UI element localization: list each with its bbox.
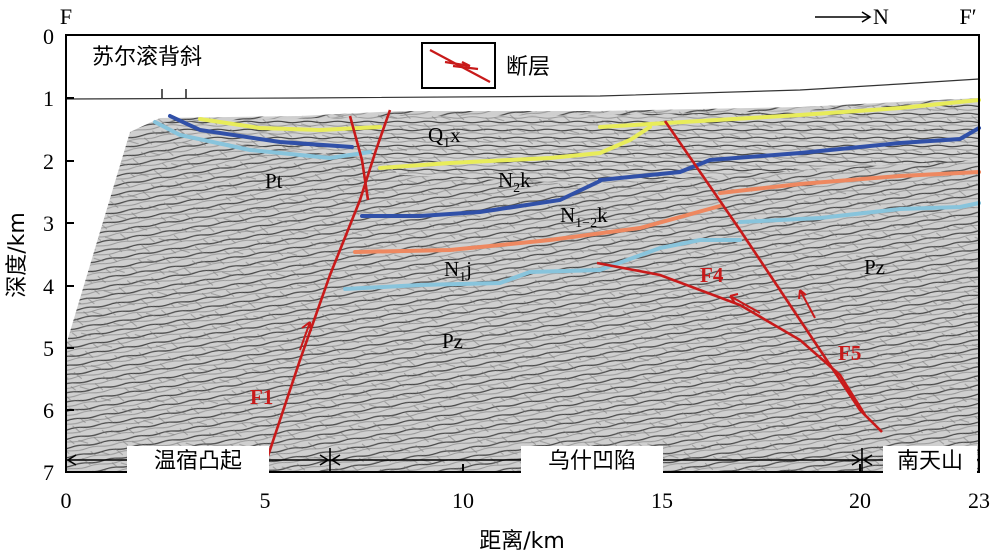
unit-label-n1j: N1j: [444, 257, 472, 285]
fault-f1-splay: [348, 115, 370, 201]
unit-labels: Pt Pz Pz Q1x N2k N1−2k N1j: [265, 123, 885, 353]
y-tick-label: 6: [43, 398, 54, 423]
section-end-right: F′: [959, 4, 976, 29]
x-tick-label: 20: [849, 488, 871, 513]
fault-symbol-icon: [429, 49, 491, 83]
fault-f1-line: [266, 109, 392, 457]
fault-f4-line: [596, 261, 867, 416]
x-tick-label: 10: [452, 488, 474, 513]
horizon-n2k-mid: [360, 179, 602, 218]
f4-arrow-icon: [729, 293, 761, 314]
y-tick-label: 3: [43, 211, 54, 236]
fault-f5-line: [663, 120, 883, 433]
y-tick-label: 0: [43, 24, 54, 49]
fault-arrows: [299, 289, 816, 351]
arrow-icon: [319, 454, 330, 466]
horizon-q1x-left: [198, 117, 382, 133]
section-end-left: F: [60, 4, 72, 29]
horizon-n1j-left: [153, 120, 372, 161]
horizon-n12k-mid: [353, 204, 722, 254]
zone-label-wensu: 温宿凸起: [154, 449, 242, 474]
y-tick-label: 1: [43, 86, 54, 111]
zone-label-nantianshan: 南天山: [897, 449, 963, 474]
legend: 断层: [421, 42, 550, 89]
fault-label-f4: F4: [700, 263, 724, 287]
f5-arrow-icon: [798, 289, 816, 319]
surface-line: [65, 78, 980, 100]
x-tick-label: 23: [968, 488, 990, 513]
north-arrow-icon: [815, 11, 872, 23]
y-axis-label: 深度/km: [5, 212, 30, 298]
north-label: N: [873, 4, 889, 29]
f1-arrow-icon: [299, 321, 312, 351]
anticline-marker: [161, 89, 187, 98]
faults: [266, 109, 883, 457]
fault-label-f5: F5: [838, 341, 861, 365]
horizon-n1j-mid: [343, 238, 742, 291]
x-tick-labels: 0 5 10 15 20 23: [61, 488, 991, 513]
legend-label: 断层: [506, 55, 550, 80]
horizon-q1x-mid: [378, 125, 652, 170]
unit-label-q1x: Q1x: [428, 123, 461, 151]
zone-label-wushi: 乌什凹陷: [548, 449, 636, 474]
unit-label-pz-right: Pz: [864, 255, 885, 279]
x-tick-label: 5: [260, 488, 271, 513]
y-tick-labels: 0 1 2 3 4 5 6 7: [43, 24, 54, 485]
fault-label-f1: F1: [250, 385, 273, 409]
x-tick-label: 15: [651, 488, 673, 513]
unit-label-pz-left: Pz: [442, 329, 463, 353]
fault-labels: F1 F4 F5: [250, 263, 861, 409]
arrow-left-icon: [66, 454, 77, 466]
horizons: [153, 98, 981, 291]
arrow-icon: [851, 454, 862, 466]
x-tick-label: 0: [61, 488, 72, 513]
unit-label-n12k: N1−2k: [560, 203, 608, 231]
y-tick-label: 5: [43, 336, 54, 361]
arrow-icon: [330, 454, 341, 466]
horizon-n2k-left: [168, 114, 354, 149]
unit-label-n2k: N2k: [498, 168, 531, 196]
anticline-label: 苏尔滚背斜: [92, 45, 202, 70]
unit-label-pt: Pt: [265, 169, 283, 193]
y-tick-label: 2: [43, 149, 54, 174]
horizon-n2k-right: [598, 126, 981, 182]
x-axis-label: 距离/km: [479, 529, 565, 554]
seismic-image: [66, 98, 979, 472]
y-tick-label: 4: [43, 274, 54, 299]
zone-bar: 温宿凸起 乌什凹陷 南天山: [66, 446, 979, 474]
arrow-icon: [862, 454, 873, 466]
horizon-n1j-right: [738, 201, 981, 224]
horizon-n12k-right: [718, 170, 981, 195]
y-tick-label: 7: [43, 460, 54, 485]
